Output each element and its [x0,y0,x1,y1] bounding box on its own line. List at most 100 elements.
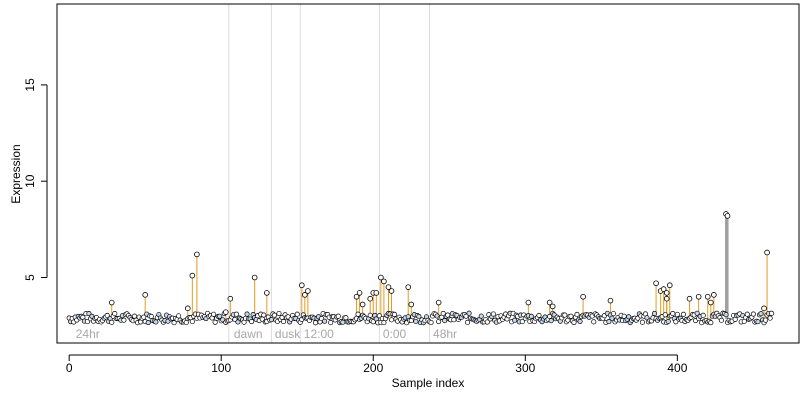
baseline-point [328,320,334,326]
baseline-point [464,319,471,325]
baseline-point [276,310,282,317]
highlight-points [108,211,770,315]
baseline-point [674,311,680,317]
baseline-point [145,319,151,326]
baseline-point [484,319,490,325]
baseline-point [512,317,518,323]
region-label: dawn [234,327,263,341]
data-point [704,293,711,300]
baseline-point [606,319,612,325]
baseline-point [233,311,239,317]
data-point [298,282,305,289]
data-point [708,299,714,306]
baseline-point [662,312,668,318]
baseline-point [261,312,267,318]
data-point [381,278,387,285]
data-point [546,299,553,306]
data-point [764,249,770,256]
data-point [184,305,191,312]
baseline-point [442,318,448,324]
baseline-point [626,314,632,320]
x-axis-label: Sample index [392,376,465,390]
baseline-point [694,310,700,316]
baseline-point [367,312,373,318]
baseline-point [466,310,472,316]
data-point [405,284,412,290]
y-axis: 5 10 15 [23,78,48,281]
y-tick-label: 10 [23,174,37,188]
baseline-point [718,317,725,323]
baseline-point [451,317,457,323]
data-point [549,303,556,310]
data-point [724,213,731,219]
baseline-point [755,319,761,325]
y-axis-label: Expression [9,144,23,203]
data-point [378,274,384,281]
y-tick-label: 5 [23,274,37,281]
baseline-point [271,312,277,318]
baseline-point [478,313,484,319]
baseline-point [176,313,182,319]
data-point [408,301,415,308]
data-point [525,299,532,306]
data-point [264,290,270,296]
data-point [607,297,614,304]
baseline-point [708,320,714,326]
data-point [373,290,380,296]
baseline-point [416,313,422,320]
region-label: 12:00 [304,327,334,341]
region-labels: 24hr dawn dusk 12:00 0:00 48hr [76,327,457,341]
baseline-point [528,313,534,319]
baseline-points [66,310,775,326]
data-point [302,292,308,298]
data-point [251,274,258,281]
data-point [666,282,673,289]
data-point [686,295,693,302]
baseline-point [762,317,769,323]
x-tick-label: 200 [363,361,383,375]
region-label: 24hr [76,327,100,341]
baseline-point [171,320,177,326]
data-point [580,293,586,300]
data-point [660,286,667,292]
baseline-point [536,312,542,318]
baseline-point [652,310,658,317]
baseline-point [217,313,223,319]
data-point [435,299,442,306]
baseline-point [388,317,395,323]
region-label: 0:00 [383,327,407,341]
baseline-point [680,311,686,317]
baseline-point [610,311,617,317]
baseline-point [490,311,496,317]
data-point [359,301,366,308]
baseline-point [153,319,159,325]
baseline-point [340,319,346,325]
data-point [142,292,148,298]
baseline-point [335,313,341,319]
data-point [353,293,360,300]
baseline-point [670,311,676,317]
baseline-point [281,319,287,325]
baseline-point [413,318,419,325]
data-point [385,284,392,290]
baseline-point [750,311,756,317]
baseline-point [571,319,577,326]
baseline-point [758,311,764,317]
baseline-point [355,311,361,317]
baseline-point [104,312,110,319]
baseline-point [463,313,469,319]
baseline-point [322,318,328,324]
baseline-point [428,319,434,326]
baseline-point [562,312,568,318]
baseline-point [141,314,147,320]
plot-frame [56,3,800,344]
x-axis: 0 100 200 300 400 [66,354,688,375]
data-point [305,288,311,294]
baseline-point [391,311,398,317]
baseline-point [121,317,127,323]
baseline-point [268,317,274,323]
data-point [356,290,363,296]
region-label: 48hr [433,327,457,341]
